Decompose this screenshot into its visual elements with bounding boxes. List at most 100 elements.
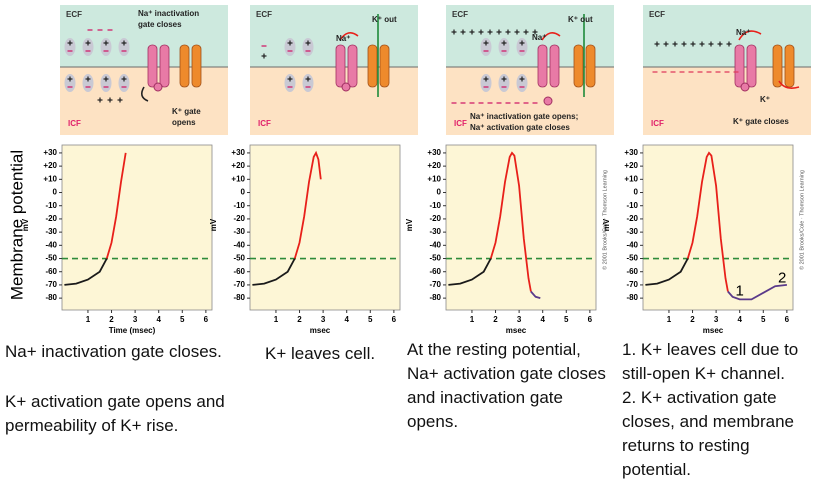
credit: © 2001 Brooks/Cole · Thomson Learning — [601, 170, 608, 270]
ion-cloud — [284, 74, 296, 92]
gate — [341, 82, 351, 92]
x-tick-label: 1 — [470, 315, 475, 324]
y-tick-label: -80 — [626, 293, 638, 302]
plot-area — [445, 144, 597, 311]
y-tick-label: +30 — [43, 148, 57, 157]
y-tick-label: +30 — [624, 148, 638, 157]
region-label: ICF — [68, 119, 81, 128]
series-line — [64, 258, 108, 286]
gate — [153, 82, 163, 92]
x-tick-label: 5 — [564, 315, 569, 324]
ion-cloud — [100, 74, 112, 92]
figure: Membrane potential ECF ICF ECF ICF ECF ICF ECF… — [7, 5, 811, 335]
channel — [367, 44, 378, 88]
ion-cloud — [498, 38, 510, 56]
ion-cloud — [302, 38, 314, 56]
x-tick-label: 1 — [86, 315, 91, 324]
y-tick-label: -70 — [45, 280, 57, 289]
diagram-label: Na⁺ — [736, 28, 750, 37]
x-tick-label: 2 — [493, 315, 498, 324]
annotation: 2 — [778, 269, 786, 286]
series-line — [448, 258, 492, 286]
x-tick-label: 5 — [761, 315, 766, 324]
x-axis-title: Time (msec) — [109, 326, 156, 335]
gate — [543, 96, 553, 106]
ion-cloud — [516, 38, 528, 56]
y-tick-label: +20 — [231, 161, 245, 170]
credit: © 2001 Brooks/Cole · Thomson Learning — [798, 170, 805, 270]
diagram-label: K⁺ — [760, 95, 770, 104]
y-tick-label: +30 — [231, 148, 245, 157]
ion-cloud — [64, 74, 76, 92]
x-tick-label: 4 — [540, 315, 545, 324]
x-tick-label: 5 — [180, 315, 185, 324]
gate — [740, 82, 750, 92]
y-tick-label: +30 — [427, 148, 441, 157]
y-tick-label: -40 — [45, 240, 57, 249]
channel — [191, 44, 202, 88]
diagram-label: gate closes — [138, 20, 182, 29]
caption: At the resting potential, Na+ activation… — [407, 338, 612, 460]
x-tick-label: 6 — [588, 315, 593, 324]
y-tick-label: -60 — [626, 267, 638, 276]
caption: 1. K+ leaves cell due to still-open K+ c… — [622, 338, 822, 482]
y-tick-label: -30 — [626, 227, 638, 236]
y-tick-label: 0 — [437, 188, 442, 197]
ion-cloud — [82, 74, 94, 92]
arrow — [738, 30, 762, 41]
caption-text: Na+ inactivation gate closes. — [5, 342, 222, 361]
ion-cloud — [284, 38, 296, 56]
y-tick-label: -10 — [233, 201, 245, 210]
x-tick-label: 3 — [714, 315, 719, 324]
series-line — [293, 150, 322, 259]
x-tick-label: 5 — [368, 315, 373, 324]
y-tick-label: -50 — [429, 254, 441, 263]
ion-cloud — [100, 38, 112, 56]
x-tick-label: 1 — [274, 315, 279, 324]
channel — [746, 44, 757, 88]
diagram-label: K⁺ out — [568, 15, 593, 24]
y-tick-label: -80 — [429, 293, 441, 302]
y-tick-label: +20 — [43, 161, 57, 170]
y-tick-label: -10 — [45, 201, 57, 210]
ion-cloud — [480, 74, 492, 92]
y-tick-label: +10 — [231, 174, 245, 183]
x-tick-label: 4 — [737, 315, 742, 324]
icf — [643, 67, 811, 135]
arrow — [541, 32, 561, 41]
channel — [179, 44, 190, 88]
channel — [147, 44, 158, 88]
y-tick-label: +10 — [43, 174, 57, 183]
x-tick-label: 2 — [690, 315, 695, 324]
y-tick-label: -50 — [233, 254, 245, 263]
y-tick-label: -20 — [45, 214, 57, 223]
y-tick-label: 0 — [634, 188, 639, 197]
diagram-label: Na⁺ inactivation gate opens; — [470, 112, 578, 121]
y-tick-label: -30 — [45, 227, 57, 236]
ion-cloud — [516, 74, 528, 92]
y-axis-title: mV — [405, 218, 414, 231]
channel — [537, 44, 548, 88]
channel — [585, 44, 596, 88]
y-tick-label: -60 — [429, 267, 441, 276]
y-tick-label: -40 — [233, 240, 245, 249]
ion-cloud — [118, 38, 130, 56]
caption-text: 1. K+ leaves cell due to still-open K+ c… — [622, 340, 799, 383]
x-tick-label: 4 — [344, 315, 349, 324]
region-label: ECF — [66, 10, 82, 19]
series-line — [530, 290, 541, 299]
region-label: ECF — [256, 10, 272, 19]
caption-text: At the resting potential, Na+ activation… — [407, 340, 606, 431]
y-tick-label: -40 — [429, 240, 441, 249]
y-tick-label: -80 — [45, 293, 57, 302]
x-tick-label: 4 — [156, 315, 161, 324]
y-tick-label: -80 — [233, 293, 245, 302]
y-tick-label: -30 — [429, 227, 441, 236]
ecf — [643, 5, 811, 67]
region-label: ICF — [454, 119, 467, 128]
series-line — [686, 151, 729, 292]
arrow — [339, 32, 359, 41]
channel — [335, 44, 346, 88]
y-tick-label: -70 — [626, 280, 638, 289]
y-tick-label: +20 — [427, 161, 441, 170]
